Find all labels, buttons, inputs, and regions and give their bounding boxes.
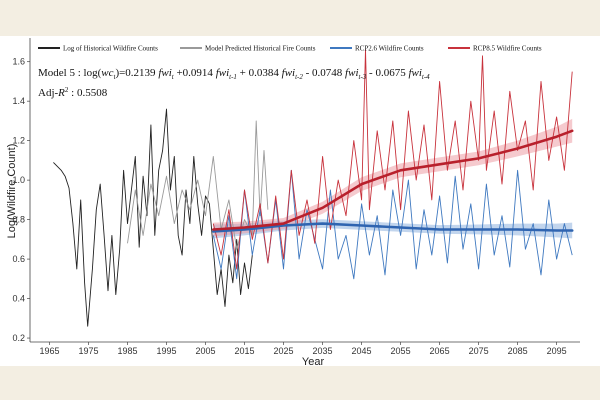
x-tick-label-1995: 1995 bbox=[157, 346, 177, 356]
x-tick-label-1975: 1975 bbox=[78, 346, 98, 356]
x-tick-label-2065: 2065 bbox=[430, 346, 450, 356]
legend-label-rcp85: RCP8.5 Wildfire Counts bbox=[473, 45, 542, 53]
legend-label-historical: Log of Historical Wildfire Counts bbox=[63, 45, 158, 53]
trend-line-rcp2-6-wildfire-counts bbox=[212, 222, 574, 233]
x-tick-label-2035: 2035 bbox=[313, 346, 333, 356]
axes: Year Log(Wildfire Count) bbox=[6, 38, 580, 366]
legend-item-rcp26: RCP2.6 Wildfire Counts bbox=[330, 45, 424, 53]
series-line-rcp8-5-wildfire-counts bbox=[212, 49, 573, 270]
legend-label-model-predicted: Model Predicted Historical Fire Counts bbox=[205, 45, 316, 53]
legend-item-model-predicted: Model Predicted Historical Fire Counts bbox=[180, 45, 316, 53]
y-tick-label-0.4: 0.4 bbox=[12, 294, 25, 304]
y-tick-label-1.4: 1.4 bbox=[12, 96, 25, 106]
x-tick-label-2005: 2005 bbox=[196, 346, 216, 356]
x-tick-label-2015: 2015 bbox=[235, 346, 255, 356]
trend-lines bbox=[212, 129, 574, 233]
legend-item-historical: Log of Historical Wildfire Counts bbox=[38, 45, 158, 53]
y-tick-label-0.8: 0.8 bbox=[12, 215, 25, 225]
y-tick-label-1.2: 1.2 bbox=[12, 136, 25, 146]
x-tick-label-2085: 2085 bbox=[508, 346, 528, 356]
trend-band-rcp8-5-wildfire-counts bbox=[213, 118, 573, 237]
y-axis-title: Log(Wildfire Count) bbox=[6, 144, 18, 239]
y-tick-label-0.2: 0.2 bbox=[12, 333, 25, 343]
legend-label-rcp26: RCP2.6 Wildfire Counts bbox=[355, 45, 424, 53]
series-line-log-of-historical-wildfire-counts bbox=[53, 108, 253, 327]
x-tick-label-2025: 2025 bbox=[274, 346, 294, 356]
x-tick-label-1985: 1985 bbox=[118, 346, 138, 356]
trend-line-rcp8-5-wildfire-counts bbox=[212, 129, 574, 231]
wildfire-chart: Year Log(Wildfire Count) 1965 1975 1985 199… bbox=[6, 38, 580, 366]
y-tick-label-0.6: 0.6 bbox=[12, 254, 25, 264]
legend: Log of Historical Wildfire Counts Model … bbox=[38, 45, 542, 53]
x-tick-label-2045: 2045 bbox=[352, 346, 372, 356]
x-tick-label-1965: 1965 bbox=[39, 346, 59, 356]
ticks: 1965 1975 1985 1995 2005 2015 2025 2035 2045 2055… bbox=[12, 57, 566, 356]
x-axis-title: Year bbox=[302, 356, 325, 366]
series-lines bbox=[53, 49, 573, 327]
legend-item-rcp85: RCP8.5 Wildfire Counts bbox=[448, 45, 542, 53]
series-line-model-predicted-historical-fire-counts bbox=[127, 120, 269, 250]
figure-panel: Year Log(Wildfire Count) 1965 1975 1985 199… bbox=[0, 36, 600, 366]
x-tick-label-2055: 2055 bbox=[391, 346, 411, 356]
adjusted-r-squared: Adj-R2 : 0.5508 bbox=[38, 86, 108, 99]
x-tick-label-2075: 2075 bbox=[469, 346, 489, 356]
model-equation: Model 5 : log(wct)=0.2139 fwit +0.0914 f… bbox=[38, 67, 430, 81]
y-tick-label-1: 1.0 bbox=[12, 175, 25, 185]
y-tick-label-1.6: 1.6 bbox=[12, 57, 25, 67]
x-tick-label-2095: 2095 bbox=[547, 346, 567, 356]
